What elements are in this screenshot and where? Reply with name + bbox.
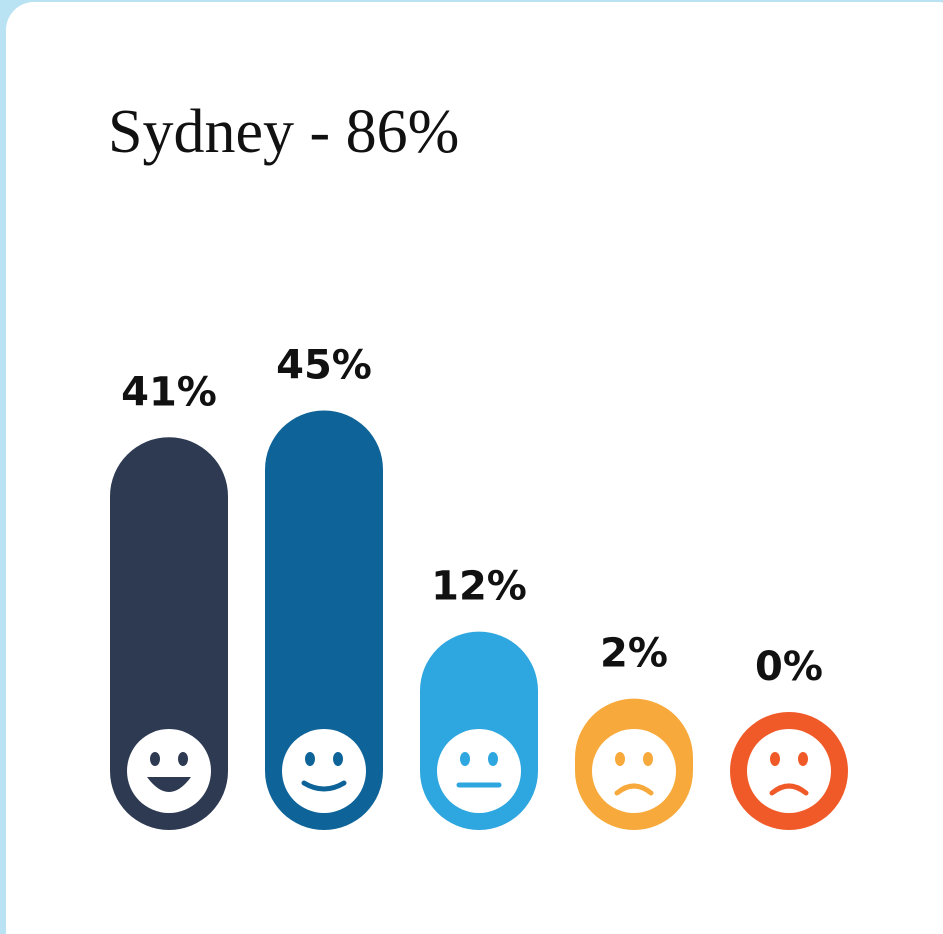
- face: [747, 729, 831, 813]
- card: [6, 2, 943, 934]
- face-icon: [747, 729, 831, 813]
- mouth: [614, 783, 654, 796]
- face: [282, 729, 366, 813]
- face: [127, 729, 211, 813]
- value-label: 41%: [121, 369, 217, 415]
- face: [592, 729, 676, 813]
- value-label: 12%: [431, 564, 527, 610]
- eye: [798, 752, 808, 766]
- eye: [333, 752, 343, 766]
- mouth: [769, 783, 809, 796]
- mouth: [147, 777, 191, 792]
- eye: [488, 752, 498, 766]
- value-label: 0%: [755, 644, 823, 690]
- bar: [110, 437, 228, 830]
- face-icon: [282, 729, 366, 813]
- face-icon: [437, 729, 521, 813]
- eye: [150, 752, 160, 766]
- eye: [460, 752, 470, 766]
- face-icon: [592, 729, 676, 813]
- value-label: 2%: [600, 631, 668, 677]
- value-label: 45%: [276, 343, 372, 389]
- chart-title: Sydney - 86%: [108, 98, 459, 166]
- mouth: [301, 780, 347, 792]
- eye: [770, 752, 780, 766]
- eye: [178, 752, 188, 766]
- eye: [615, 752, 625, 766]
- face-icon: [127, 729, 211, 813]
- bar: [265, 410, 383, 830]
- face: [437, 729, 521, 813]
- eye: [305, 752, 315, 766]
- eye: [643, 752, 653, 766]
